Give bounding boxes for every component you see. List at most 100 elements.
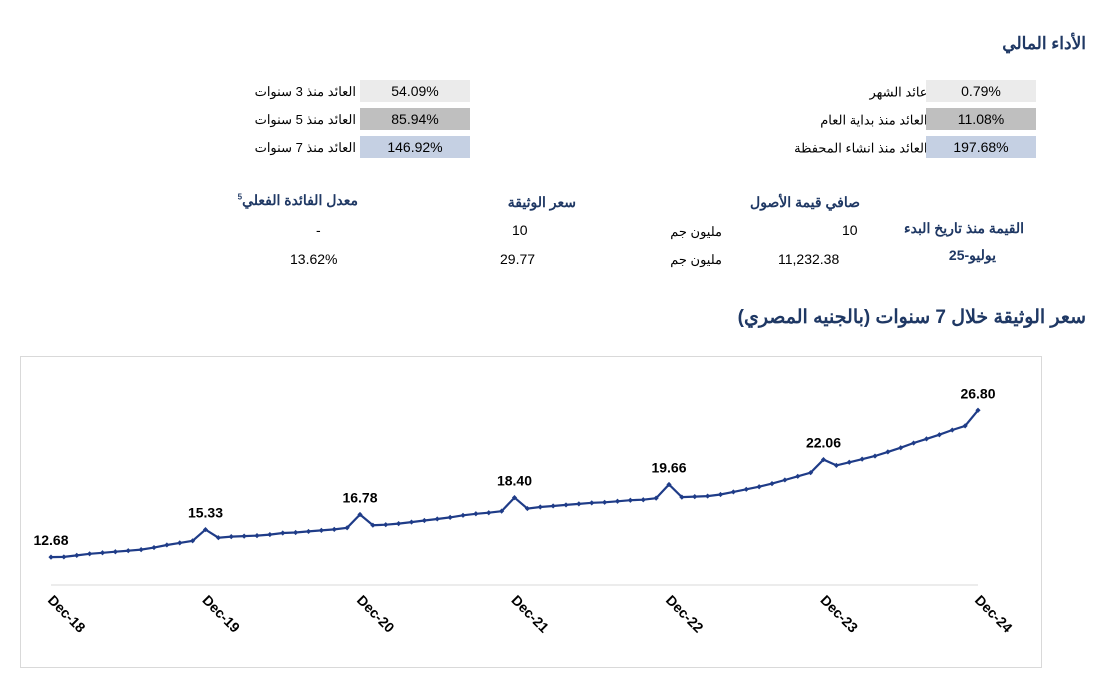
data-point — [576, 501, 582, 507]
data-point — [756, 484, 762, 490]
data-point — [473, 511, 479, 517]
data-label: 15.33 — [188, 505, 223, 521]
x-tick-label: Dec-20 — [354, 592, 398, 636]
data-point — [99, 550, 106, 556]
data-point — [730, 489, 736, 495]
data-point — [460, 512, 466, 518]
data-label: 18.40 — [497, 473, 532, 489]
data-point — [447, 514, 453, 520]
row2-unit-price: 29.77 — [500, 251, 536, 267]
data-point — [254, 533, 260, 539]
data-point — [627, 497, 633, 503]
data-point — [318, 527, 324, 533]
data-point — [112, 549, 118, 555]
data-point — [434, 516, 440, 522]
performance-title: الأداء المالي — [1002, 34, 1086, 53]
data-point — [486, 510, 492, 516]
data-point — [61, 554, 67, 560]
x-tick-label: Dec-22 — [663, 592, 707, 636]
data-point — [48, 554, 54, 560]
data-point — [898, 445, 904, 451]
return-value-7y: 146.92% — [360, 136, 470, 158]
x-tick-label: Dec-19 — [199, 592, 243, 636]
data-point — [87, 551, 93, 557]
data-point — [795, 473, 801, 479]
row1-net-assets: 10 — [842, 222, 858, 238]
data-point — [293, 529, 299, 536]
return-label-ytd: 3العائد منذ بداية العام — [820, 112, 932, 128]
data-point — [74, 552, 80, 558]
return-label-month: 2عائد الشهر — [869, 84, 932, 100]
header-unit-price: سعر الوثيقة — [507, 194, 576, 210]
x-tick-label: Dec-24 — [972, 592, 1016, 636]
row1-unit: مليون جم — [670, 224, 722, 239]
data-point — [344, 525, 350, 531]
data-point — [705, 493, 711, 499]
data-label: 19.66 — [651, 460, 686, 476]
data-point — [911, 440, 917, 446]
data-point — [679, 494, 685, 500]
data-point — [563, 502, 569, 508]
row1-yield: - — [316, 222, 321, 238]
data-point — [537, 504, 543, 510]
data-point — [782, 477, 788, 483]
data-point — [177, 540, 183, 546]
header-net-assets: صافي قيمة الأصول — [750, 194, 860, 210]
data-point — [190, 538, 196, 544]
data-point — [872, 453, 878, 459]
data-point — [949, 427, 955, 433]
row2-yield: 13.62% — [290, 251, 338, 267]
return-value-ytd: 11.08% — [926, 108, 1036, 130]
header-start-value: القيمة منذ تاريخ البدء — [904, 220, 1024, 236]
data-point — [331, 526, 337, 532]
data-point — [138, 547, 144, 553]
data-point — [370, 522, 376, 528]
data-point — [202, 526, 209, 533]
row1-unit-price: 10 — [512, 222, 528, 238]
data-point — [421, 517, 427, 524]
data-point — [743, 486, 749, 492]
data-point — [640, 497, 646, 503]
header-yield: معدل الفائدة الفعلي5 — [237, 192, 358, 208]
price-chart: 12.68 15.33 16.78 18.40 19.66 22.06 26.80 Dec-1… — [20, 356, 1042, 668]
data-point — [280, 530, 286, 536]
data-point — [215, 535, 221, 541]
data-point — [241, 533, 247, 539]
data-label: 16.78 — [342, 489, 377, 505]
x-tick-label: Dec-21 — [508, 592, 552, 636]
x-tick-label: Dec-18 — [45, 592, 89, 636]
data-point — [859, 456, 865, 462]
data-point — [550, 503, 556, 509]
return-label-5y: العائد منذ 5 سنوات — [254, 112, 356, 127]
data-point — [589, 500, 595, 506]
return-value-3y: 54.09% — [360, 80, 470, 102]
data-point — [228, 534, 234, 540]
data-point — [396, 521, 402, 527]
x-tick-label: Dec-23 — [817, 592, 861, 636]
data-point — [267, 531, 273, 538]
data-point — [524, 505, 530, 512]
data-point — [305, 528, 312, 535]
data-point — [383, 522, 389, 528]
price-chart-svg: 12.68 15.33 16.78 18.40 19.66 22.06 26.80 Dec-1… — [33, 385, 1016, 636]
data-point — [846, 459, 852, 465]
return-value-inception: 197.68% — [926, 136, 1036, 158]
return-value-5y: 85.94% — [360, 108, 470, 130]
data-point — [602, 499, 608, 505]
data-point — [962, 423, 968, 429]
data-label: 12.68 — [33, 532, 68, 548]
data-point — [936, 432, 942, 438]
row2-period: يوليو-25 — [948, 247, 996, 263]
data-point — [885, 449, 891, 455]
data-point — [769, 481, 775, 487]
data-point — [125, 548, 131, 554]
return-label-3y: العائد منذ 3 سنوات — [254, 84, 356, 99]
data-point — [164, 542, 170, 548]
data-label: 26.80 — [960, 385, 995, 401]
data-point — [808, 470, 814, 476]
data-point — [975, 407, 981, 413]
return-value-month: 0.79% — [926, 80, 1036, 102]
return-label-inception: 4العائد منذ انشاء المحفظة — [794, 140, 932, 156]
data-point — [692, 494, 698, 500]
return-label-7y: العائد منذ 7 سنوات — [254, 140, 356, 155]
